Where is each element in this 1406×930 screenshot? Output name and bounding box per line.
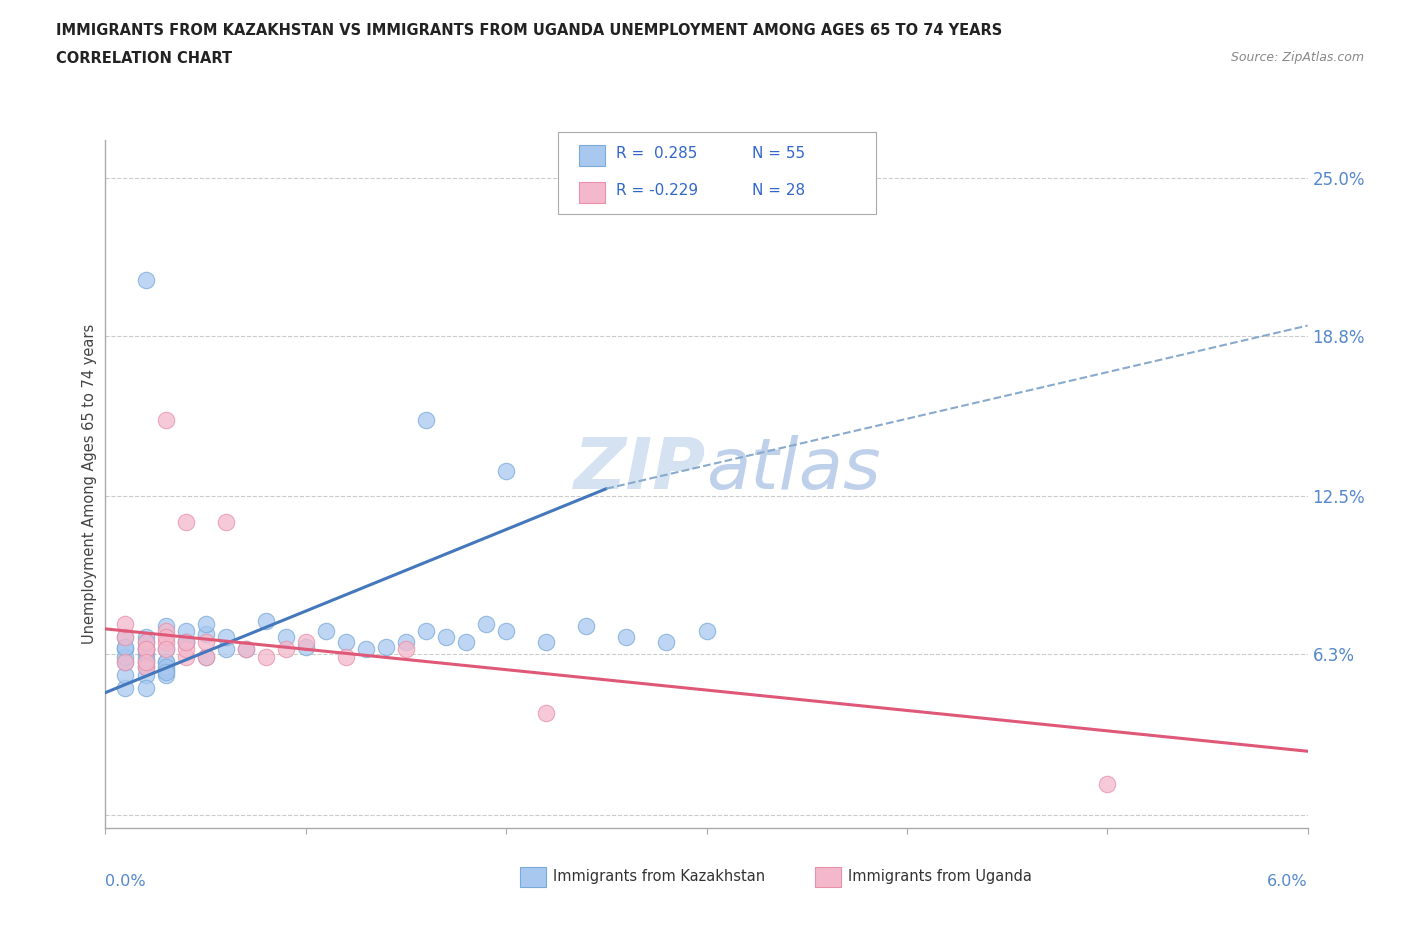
Point bbox=[135, 634, 157, 649]
Point bbox=[495, 463, 517, 478]
Point bbox=[254, 614, 277, 629]
Point bbox=[155, 624, 177, 639]
Point bbox=[495, 624, 517, 639]
Point bbox=[534, 706, 557, 721]
Point bbox=[274, 642, 297, 657]
Point bbox=[616, 629, 638, 644]
Point bbox=[155, 655, 177, 670]
Point bbox=[114, 668, 136, 683]
Point bbox=[174, 624, 197, 639]
Text: R = -0.229: R = -0.229 bbox=[616, 183, 697, 198]
Point bbox=[114, 629, 136, 644]
Text: 6.0%: 6.0% bbox=[1267, 873, 1308, 888]
Point bbox=[114, 617, 136, 631]
Point bbox=[315, 624, 337, 639]
Point bbox=[155, 629, 177, 644]
Point bbox=[135, 629, 157, 644]
Point bbox=[475, 617, 498, 631]
Point bbox=[395, 634, 418, 649]
Text: IMMIGRANTS FROM KAZAKHSTAN VS IMMIGRANTS FROM UGANDA UNEMPLOYMENT AMONG AGES 65 : IMMIGRANTS FROM KAZAKHSTAN VS IMMIGRANTS… bbox=[56, 23, 1002, 38]
Text: Immigrants from Uganda: Immigrants from Uganda bbox=[848, 870, 1032, 884]
Point bbox=[235, 642, 257, 657]
Point bbox=[174, 634, 197, 649]
Point bbox=[214, 514, 236, 529]
Point bbox=[354, 642, 377, 657]
Point bbox=[194, 617, 217, 631]
Point bbox=[135, 655, 157, 670]
Point bbox=[575, 618, 598, 633]
Point bbox=[174, 642, 197, 657]
Text: N = 55: N = 55 bbox=[752, 146, 806, 161]
Point bbox=[135, 655, 157, 670]
Point bbox=[374, 639, 398, 654]
Text: Source: ZipAtlas.com: Source: ZipAtlas.com bbox=[1230, 51, 1364, 64]
Point bbox=[155, 618, 177, 633]
Point bbox=[655, 634, 678, 649]
Point bbox=[135, 642, 157, 657]
Point bbox=[114, 680, 136, 695]
Text: 0.0%: 0.0% bbox=[105, 873, 146, 888]
Point bbox=[135, 634, 157, 649]
Point bbox=[415, 624, 437, 639]
Point bbox=[434, 629, 457, 644]
Text: R =  0.285: R = 0.285 bbox=[616, 146, 697, 161]
Point bbox=[174, 649, 197, 664]
Point bbox=[194, 649, 217, 664]
Point bbox=[274, 629, 297, 644]
Point bbox=[155, 655, 177, 670]
Text: CORRELATION CHART: CORRELATION CHART bbox=[56, 51, 232, 66]
Point bbox=[135, 659, 157, 674]
Point bbox=[155, 668, 177, 683]
Text: N = 28: N = 28 bbox=[752, 183, 806, 198]
Point bbox=[155, 662, 177, 677]
Point bbox=[235, 642, 257, 657]
Point bbox=[214, 629, 236, 644]
Point bbox=[254, 649, 277, 664]
Point bbox=[155, 659, 177, 674]
Point bbox=[135, 680, 157, 695]
Point bbox=[454, 634, 477, 649]
Point bbox=[194, 634, 217, 649]
Point bbox=[155, 665, 177, 680]
Point bbox=[114, 655, 136, 670]
Point bbox=[114, 639, 136, 654]
Point bbox=[114, 649, 136, 664]
Point bbox=[135, 642, 157, 657]
Point bbox=[174, 634, 197, 649]
Point bbox=[194, 627, 217, 642]
Point bbox=[194, 649, 217, 664]
Point bbox=[135, 659, 157, 674]
Point bbox=[114, 629, 136, 644]
Point bbox=[155, 642, 177, 657]
Point bbox=[395, 642, 418, 657]
Point bbox=[135, 668, 157, 683]
Point bbox=[114, 655, 136, 670]
Point bbox=[155, 412, 177, 427]
Point bbox=[155, 642, 177, 657]
Point bbox=[174, 634, 197, 649]
Text: ZIP: ZIP bbox=[574, 435, 707, 504]
Point bbox=[135, 647, 157, 662]
Point bbox=[295, 634, 318, 649]
Point bbox=[1097, 777, 1119, 791]
Point bbox=[335, 634, 357, 649]
Point bbox=[135, 642, 157, 657]
Point bbox=[114, 642, 136, 657]
Point bbox=[135, 652, 157, 667]
Point bbox=[335, 649, 357, 664]
Point bbox=[295, 639, 318, 654]
Point bbox=[534, 634, 557, 649]
Point bbox=[135, 642, 157, 657]
Point bbox=[155, 634, 177, 649]
Text: Immigrants from Kazakhstan: Immigrants from Kazakhstan bbox=[553, 870, 765, 884]
Text: atlas: atlas bbox=[707, 435, 882, 504]
Point bbox=[415, 412, 437, 427]
Point bbox=[214, 642, 236, 657]
Y-axis label: Unemployment Among Ages 65 to 74 years: Unemployment Among Ages 65 to 74 years bbox=[82, 324, 97, 644]
Point bbox=[174, 514, 197, 529]
Point bbox=[696, 624, 718, 639]
Point bbox=[135, 272, 157, 287]
